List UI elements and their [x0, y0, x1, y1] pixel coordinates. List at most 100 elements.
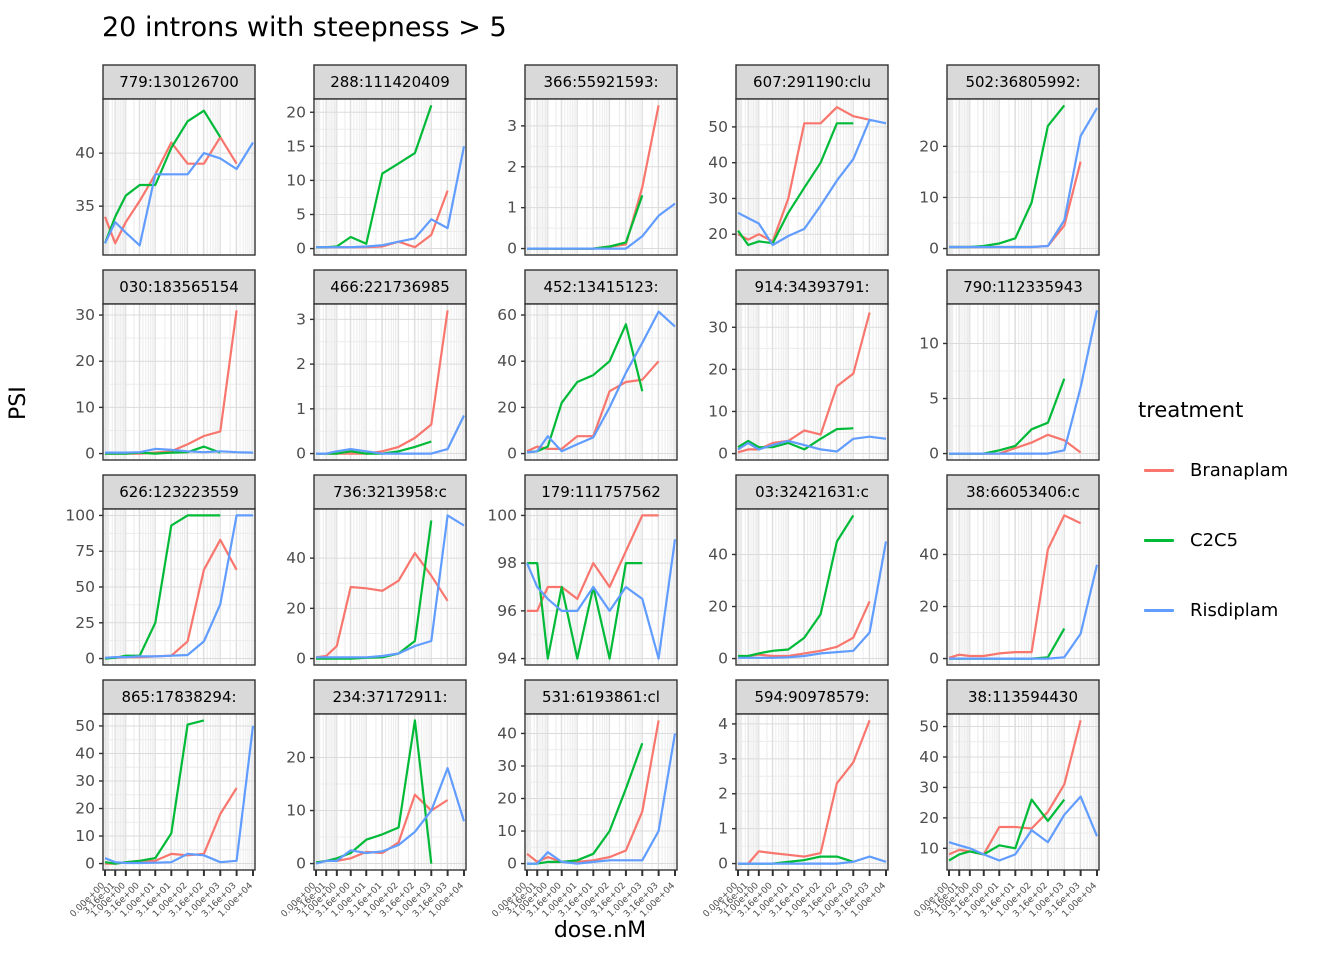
facet-strip [946, 269, 1100, 305]
y-tick-label: 15 [286, 137, 306, 155]
series-line-risdiplam [949, 310, 1099, 455]
y-tick-label: 96 [497, 602, 517, 620]
facet-strip-label: 779:130126700 [119, 73, 239, 91]
facet-strip-label: 234:37172911: [332, 688, 447, 706]
facet-strip [313, 64, 467, 100]
y-tick-label: 20 [919, 598, 939, 616]
series-line-c2c5 [103, 109, 222, 244]
y-tick-label: 20 [75, 352, 95, 370]
facet-panel-border [735, 303, 889, 461]
plot-title: 20 introns with steepness > 5 [102, 12, 507, 43]
series-line-risdiplam [525, 539, 677, 660]
y-tick-label: 20 [286, 103, 306, 121]
facet-strip-label: 38:66053406:c [966, 483, 1080, 501]
facet: 531:6193861:cl0102030400.00e+003.16e-011… [491, 679, 678, 920]
facet: 366:55921593: 0 1 2 3 [507, 64, 678, 258]
panel-grid [103, 99, 255, 255]
y-tick-label: 2 [718, 785, 728, 803]
series-line-c2c5 [737, 427, 854, 451]
series-line-risdiplam [316, 146, 466, 249]
y-tick-label: 40 [497, 352, 517, 370]
facet: 179:111757562 94 96 98 100 [487, 474, 678, 668]
y-tick-label: 0 [507, 445, 517, 463]
series-line-risdiplam [737, 118, 887, 247]
y-tick-label: 3 [718, 750, 728, 768]
legend: treatment Branaplam C2C5 Risdiplam [1132, 398, 1342, 660]
series-line-branaplam [103, 136, 238, 245]
y-tick-label: 100 [65, 506, 95, 524]
y-tick-label: 10 [919, 334, 939, 352]
y-tick-label: 40 [286, 549, 306, 567]
y-tick-label: 50 [75, 717, 95, 735]
panel-grid [947, 99, 1099, 255]
y-tick-label: 0 [296, 650, 306, 668]
y-tick-label: 20 [286, 599, 306, 617]
facet-strip [102, 474, 256, 510]
series-line-risdiplam [315, 766, 466, 865]
facet-panel-border [735, 98, 889, 256]
y-tick-label: 2 [296, 355, 306, 373]
facet-strip-label: 607:291190:clu [753, 73, 871, 91]
facet-strip [946, 64, 1100, 100]
facet-strip [735, 474, 889, 510]
facet-panel-border [313, 508, 467, 666]
facet-strip-label: 288:111420409 [330, 73, 450, 91]
series-line-risdiplam [949, 107, 1098, 249]
facet-strip-label: 594:90978579: [754, 688, 869, 706]
y-tick-label: 20 [497, 398, 517, 416]
series-line-branaplam [948, 720, 1082, 856]
facet-panel-border [102, 303, 256, 461]
y-tick-label: 30 [75, 306, 95, 324]
facet: 607:291190:clu 20 30 40 50 [708, 64, 889, 256]
y-tick-label: 30 [708, 189, 728, 207]
series-line-branaplam [737, 312, 871, 454]
facet-strip-label: 030:183565154 [119, 278, 239, 296]
y-tick-label: 10 [919, 188, 939, 206]
y-tick-label: 0 [85, 445, 95, 463]
facet: 452:13415123: 0 20 40 60 [497, 269, 678, 463]
series-line-c2c5 [527, 742, 644, 865]
facet-panel-border [102, 98, 256, 256]
series-line-risdiplam [316, 415, 465, 455]
y-tick-label: 30 [497, 757, 517, 775]
panel-grid [736, 509, 888, 665]
y-tick-label: 20 [286, 749, 306, 767]
legend-entry-risdiplam: Risdiplam [1132, 590, 1342, 630]
facet-panel-border [735, 508, 889, 666]
y-tick-label: 1 [296, 400, 306, 418]
y-tick-label: 40 [919, 545, 939, 563]
facet: 914:34393791: 0 10 20 30 [708, 269, 889, 463]
y-tick-label: 50 [919, 718, 939, 736]
facet-strip-label: 626:123223559 [119, 483, 239, 501]
facet-strip-label: 38:113594430 [968, 688, 1078, 706]
facet-strip [735, 679, 889, 715]
y-tick-label: 3 [507, 117, 517, 135]
y-tick-label: 50 [75, 578, 95, 596]
y-tick-label: 0 [929, 445, 939, 463]
y-tick-label: 25 [75, 614, 95, 632]
y-tick-label: 0 [85, 650, 95, 668]
facet-strip [313, 269, 467, 305]
facet: 626:123223559 0 25 50 75 100 [65, 474, 256, 668]
facet: 594:90978579:012340.00e+003.16e-011.00e+… [702, 679, 889, 920]
facet-strip-label: 452:13415123: [543, 278, 658, 296]
y-tick-label: 40 [75, 744, 95, 762]
panel-grid [314, 714, 466, 870]
y-tick-label: 20 [708, 598, 728, 616]
y-tick-label: 10 [75, 398, 95, 416]
y-tick-label: 20 [708, 360, 728, 378]
facet-strip [102, 64, 256, 100]
facet: 502:36805992: 0 10 20 [919, 64, 1100, 258]
series-line-branaplam [738, 720, 871, 865]
panel-grid [103, 714, 255, 870]
y-tick-label: 100 [487, 506, 517, 524]
facet-strip-label: 914:34393791: [754, 278, 869, 296]
facet-panel-border [102, 713, 256, 871]
y-tick-label: 3 [296, 310, 306, 328]
facet-panel-border [313, 303, 467, 461]
panel-grid [314, 509, 466, 665]
facet-strip-label: 531:6193861:cl [542, 688, 660, 706]
y-tick-label: 1 [507, 199, 517, 217]
y-tick-label: 10 [919, 839, 939, 857]
